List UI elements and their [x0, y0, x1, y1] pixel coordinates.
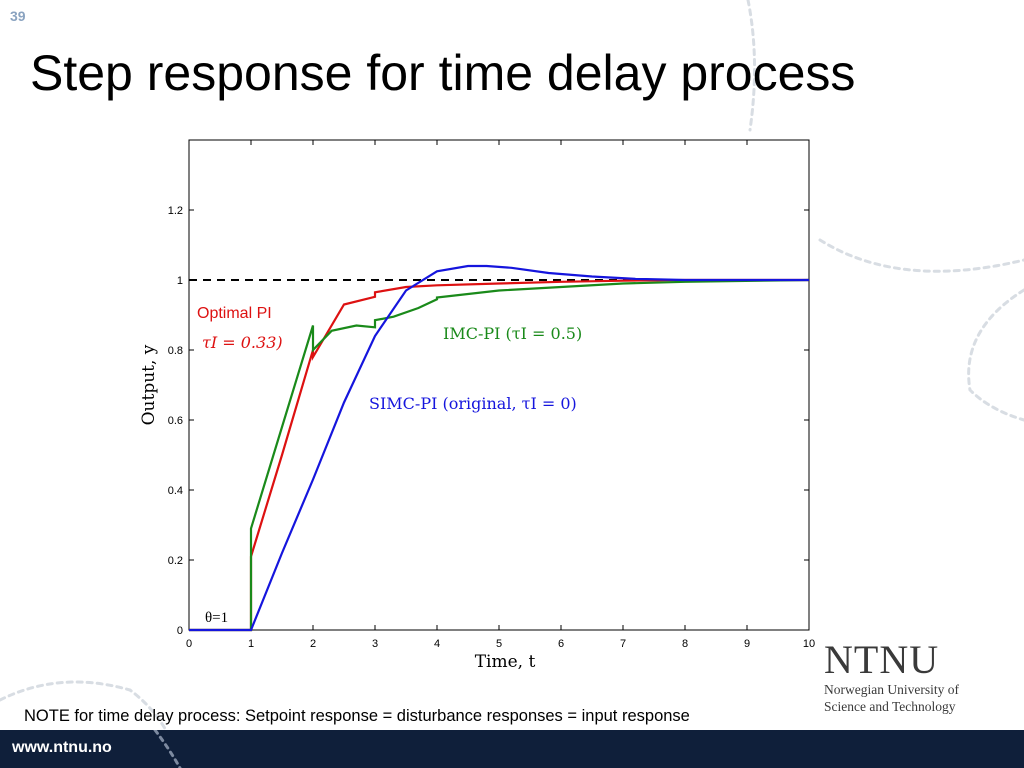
x-tick-label: 8 — [682, 638, 688, 650]
annotation-optimal-pi: Optimal PI — [197, 305, 272, 322]
x-tick-label: 2 — [310, 638, 316, 650]
y-tick-label: 0.4 — [168, 485, 183, 497]
x-tick-label: 0 — [186, 638, 192, 650]
logo-wordmark: NTNU — [824, 637, 940, 682]
footer-bar: www.ntnu.no — [0, 730, 1024, 768]
x-tick-label: 10 — [803, 638, 815, 650]
ntnu-logo: NTNU Norwegian University of Science and… — [824, 637, 1014, 715]
x-tick-label: 4 — [434, 638, 440, 650]
y-tick-label: 1.2 — [168, 205, 183, 217]
series-line-simc-pi — [189, 264, 809, 632]
y-axis-ticks: 0 0.2 0.4 0.6 0.8 1 1.2 — [168, 205, 809, 637]
footer-dotted-arc — [153, 730, 182, 768]
x-tick-label: 7 — [620, 638, 626, 650]
x-axis-label: Time, t — [475, 652, 536, 672]
x-tick-label: 3 — [372, 638, 378, 650]
y-tick-label: 1 — [177, 275, 183, 287]
logo-line-2: Science and Technology — [824, 699, 956, 714]
slide-number: 39 — [10, 8, 26, 24]
annotation-optimal-pi-tau: τI = 0.33) — [202, 333, 283, 352]
plot-frame — [188, 139, 810, 631]
annotation-theta: θ=1 — [205, 610, 228, 626]
y-tick-label: 0.6 — [168, 415, 183, 427]
note-text: NOTE for time delay process: Setpoint re… — [24, 707, 690, 725]
y-axis-label: Output, y — [139, 344, 159, 425]
annotation-simc-pi: SIMC-PI (original, τI = 0) — [369, 394, 577, 413]
x-tick-label: 1 — [248, 638, 254, 650]
x-tick-label: 9 — [744, 638, 750, 650]
annotation-imc-pi: IMC-PI (τI = 0.5) — [443, 324, 582, 343]
x-tick-label: 6 — [558, 638, 564, 650]
series-line-optimal-pi — [189, 278, 809, 632]
y-tick-label: 0.8 — [168, 345, 183, 357]
y-tick-label: 0 — [177, 625, 183, 637]
slide-title: Step response for time delay process — [30, 45, 856, 101]
series-line-imc-pi — [189, 278, 810, 632]
x-tick-label: 5 — [496, 638, 502, 650]
logo-line-1: Norwegian University of — [824, 682, 959, 697]
footer-url[interactable]: www.ntnu.no — [12, 739, 112, 756]
y-tick-label: 0.2 — [168, 555, 183, 567]
